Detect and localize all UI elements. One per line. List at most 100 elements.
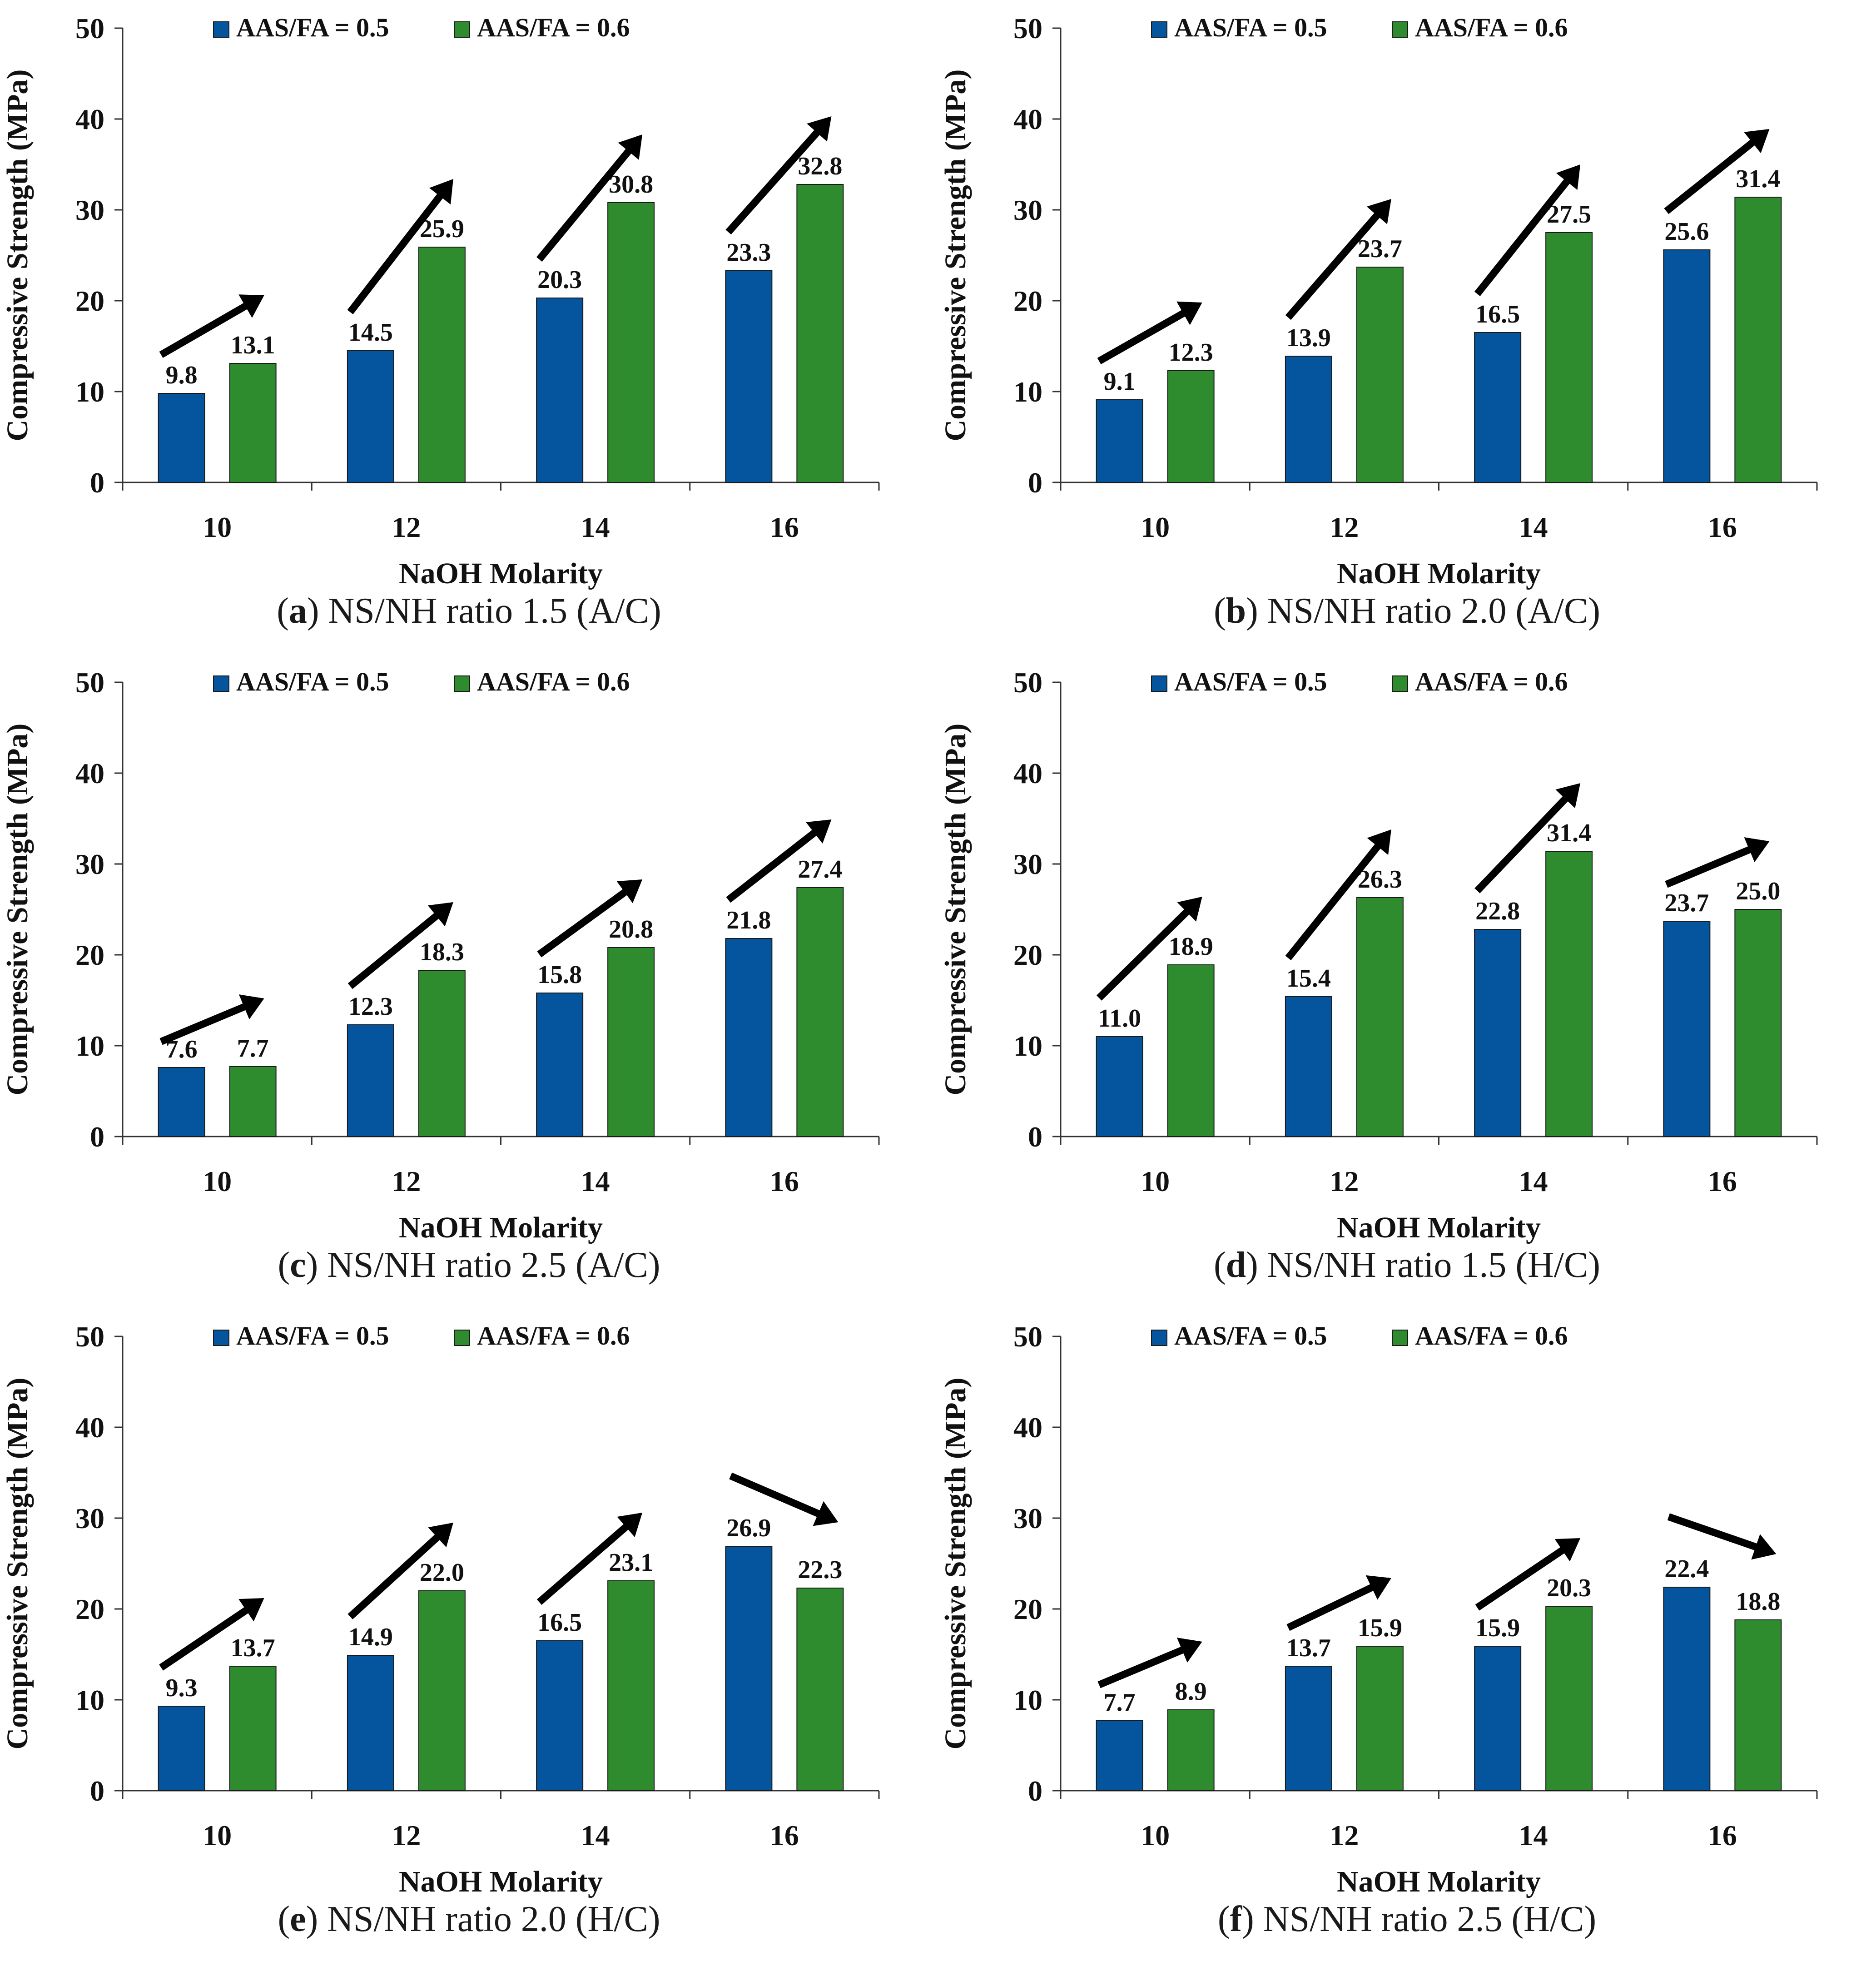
data-label: 14.5 (348, 318, 393, 347)
caption-letter-e: e (290, 1899, 306, 1939)
y-tick-label: 40 (75, 103, 104, 135)
data-label: 27.5 (1547, 200, 1591, 228)
legend-swatch-series-2 (454, 21, 470, 38)
legend-label-series-2: AAS/FA = 0.6 (477, 13, 630, 42)
x-axis-title: NaOH Molarity (1337, 1211, 1541, 1244)
trend-arrow-up-icon (1097, 301, 1202, 364)
trend-arrow-up-icon (159, 1598, 264, 1671)
trend-arrow-up-icon (1285, 199, 1391, 320)
trend-arrow-up-icon (725, 116, 832, 235)
y-tick-label: 10 (75, 1684, 104, 1716)
bar-c-10-series-1 (158, 1067, 205, 1137)
y-tick-label: 20 (75, 285, 104, 317)
trend-arrow-up-icon (1286, 1575, 1391, 1631)
bar-c-14-series-2 (607, 947, 655, 1137)
y-tick-label: 30 (75, 194, 104, 226)
caption-text-d: NS/NH ratio 1.5 (H/C) (1258, 1245, 1601, 1285)
x-tick-label: 16 (1708, 1819, 1737, 1852)
bar-d-16-series-1 (1663, 921, 1711, 1137)
x-tick-label: 16 (1708, 1165, 1737, 1197)
legend-swatch-series-2 (1392, 1330, 1408, 1346)
y-tick-label: 10 (1013, 376, 1042, 408)
bar-d-14-series-1 (1474, 929, 1522, 1137)
caption-c: (c) NS/NH ratio 2.5 (A/C) (278, 1245, 660, 1285)
data-label: 18.9 (1169, 933, 1213, 961)
trend-arrow-up-icon (1285, 829, 1391, 960)
y-tick-label: 10 (1013, 1684, 1042, 1716)
bar-chart-f: 0 10 20 30 40 50 10 12 14 16 NaOH Molarity Compress… (939, 1321, 1818, 1898)
bar-c-12-series-1 (347, 1024, 394, 1137)
bar-d-10-series-1 (1096, 1036, 1143, 1137)
y-tick-label: 50 (75, 12, 104, 45)
data-label: 15.8 (537, 961, 582, 989)
bar-e-10-series-1 (158, 1706, 205, 1791)
trend-arrow-down-icon (729, 1472, 839, 1526)
legend-label-series-1: AAS/FA = 0.5 (1174, 667, 1327, 696)
y-tick-label: 10 (75, 1030, 104, 1062)
bar-f-16-series-2 (1734, 1619, 1782, 1791)
bar-d-12-series-2 (1356, 897, 1404, 1137)
trend-arrow-up-icon (1475, 1538, 1581, 1611)
bar-c-10-series-2 (229, 1066, 277, 1137)
bar-b-12-series-2 (1356, 267, 1404, 483)
legend-label-series-1: AAS/FA = 0.5 (236, 1321, 389, 1350)
data-label: 11.0 (1098, 1004, 1141, 1033)
x-tick-label: 16 (1708, 511, 1737, 543)
bar-d-10-series-2 (1167, 964, 1215, 1137)
data-label: 22.3 (798, 1556, 842, 1584)
x-tick-label: 10 (1141, 511, 1170, 543)
bar-e-14-series-2 (607, 1580, 655, 1791)
bar-f-10-series-2 (1167, 1709, 1215, 1791)
data-label: 14.9 (348, 1623, 393, 1651)
y-tick-label: 0 (90, 1121, 104, 1153)
y-tick-label: 50 (1013, 12, 1042, 45)
legend-label-series-2: AAS/FA = 0.6 (477, 667, 630, 696)
y-tick-label: 50 (75, 666, 104, 699)
y-tick-label: 40 (75, 1411, 104, 1444)
bar-e-16-series-2 (796, 1588, 844, 1791)
data-label: 23.3 (726, 238, 771, 267)
trend-arrow-up-icon (1097, 897, 1202, 1001)
data-label: 25.0 (1736, 877, 1780, 905)
y-tick-label: 30 (75, 848, 104, 880)
x-tick-label: 14 (1519, 511, 1548, 543)
trend-arrow-up-icon (1474, 783, 1581, 894)
bar-f-14-series-1 (1474, 1646, 1522, 1791)
bar-c-16-series-1 (725, 938, 773, 1137)
data-label: 30.8 (609, 170, 653, 199)
x-tick-label: 14 (1519, 1165, 1548, 1197)
bar-a-14-series-1 (536, 298, 584, 483)
data-label: 8.9 (1175, 1678, 1207, 1706)
x-axis-title: NaOH Molarity (399, 1211, 603, 1244)
x-tick-label: 10 (1141, 1819, 1170, 1852)
bar-b-14-series-2 (1545, 232, 1593, 483)
data-label: 20.3 (1547, 1574, 1591, 1602)
y-tick-label: 20 (1013, 285, 1042, 317)
x-tick-label: 10 (203, 1165, 232, 1197)
data-label: 12.3 (348, 993, 393, 1021)
caption-b: (b) NS/NH ratio 2.0 (A/C) (1213, 591, 1601, 631)
y-axis-title: Compressive Strength (MPa) (939, 1378, 972, 1750)
caption-letter-b: b (1226, 591, 1246, 631)
caption-f: (f) NS/NH ratio 2.5 (H/C) (1217, 1899, 1597, 1939)
bar-b-16-series-1 (1663, 249, 1711, 483)
bar-f-14-series-2 (1545, 1606, 1593, 1791)
y-tick-label: 30 (75, 1502, 104, 1534)
legend-label-series-1: AAS/FA = 0.5 (236, 13, 389, 42)
bar-chart-b: 0 10 20 30 40 50 10 12 14 16 NaOH Molarity Compress… (939, 12, 1818, 590)
y-tick-label: 0 (90, 1775, 104, 1807)
data-label: 13.1 (231, 331, 275, 359)
bar-e-16-series-1 (725, 1546, 773, 1791)
legend-swatch-series-1 (1151, 675, 1167, 692)
data-label: 25.6 (1664, 218, 1709, 246)
legend-swatch-series-1 (1151, 21, 1167, 38)
chart-panel-e: 0 10 20 30 40 50 10 12 14 16 NaOH Molarity Compress… (0, 1308, 938, 1962)
bar-f-12-series-2 (1356, 1646, 1404, 1791)
trend-arrow-up-icon (1664, 129, 1770, 214)
data-label: 16.5 (1475, 300, 1520, 328)
y-tick-label: 20 (75, 939, 104, 971)
y-axis-title: Compressive Strength (MPa) (1, 724, 34, 1096)
y-tick-label: 20 (75, 1593, 104, 1625)
caption-text-a: NS/NH ratio 1.5 (A/C) (319, 591, 661, 631)
